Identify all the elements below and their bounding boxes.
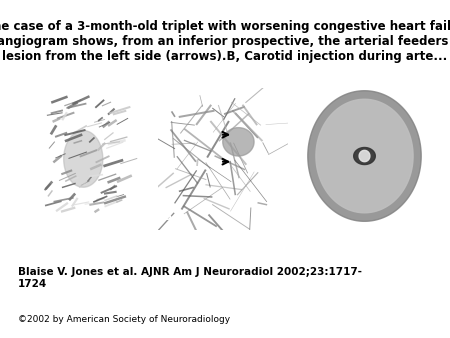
Text: AINR: AINR <box>284 270 376 301</box>
Polygon shape <box>223 128 254 156</box>
Text: CAROT 22: CAROT 22 <box>254 96 275 100</box>
Text: AMERICAN JOURNAL OF NEURORADIOLOGY: AMERICAN JOURNAL OF NEURORADIOLOGY <box>284 302 419 307</box>
Text: B: B <box>163 210 172 223</box>
Polygon shape <box>354 147 375 165</box>
Text: C: C <box>302 210 311 223</box>
Polygon shape <box>308 91 421 221</box>
Text: A: A <box>23 210 33 223</box>
Polygon shape <box>64 130 103 187</box>
Text: Images from the case of a 3-month-old triplet with worsening congestive heart fa: Images from the case of a 3-month-old tr… <box>0 20 450 63</box>
Polygon shape <box>359 150 370 162</box>
Polygon shape <box>316 99 413 213</box>
Text: Blaise V. Jones et al. AJNR Am J Neuroradiol 2002;23:1717-
1724: Blaise V. Jones et al. AJNR Am J Neurora… <box>18 267 362 289</box>
Polygon shape <box>160 91 285 227</box>
Text: ©2002 by American Society of Neuroradiology: ©2002 by American Society of Neuroradiol… <box>18 315 230 324</box>
